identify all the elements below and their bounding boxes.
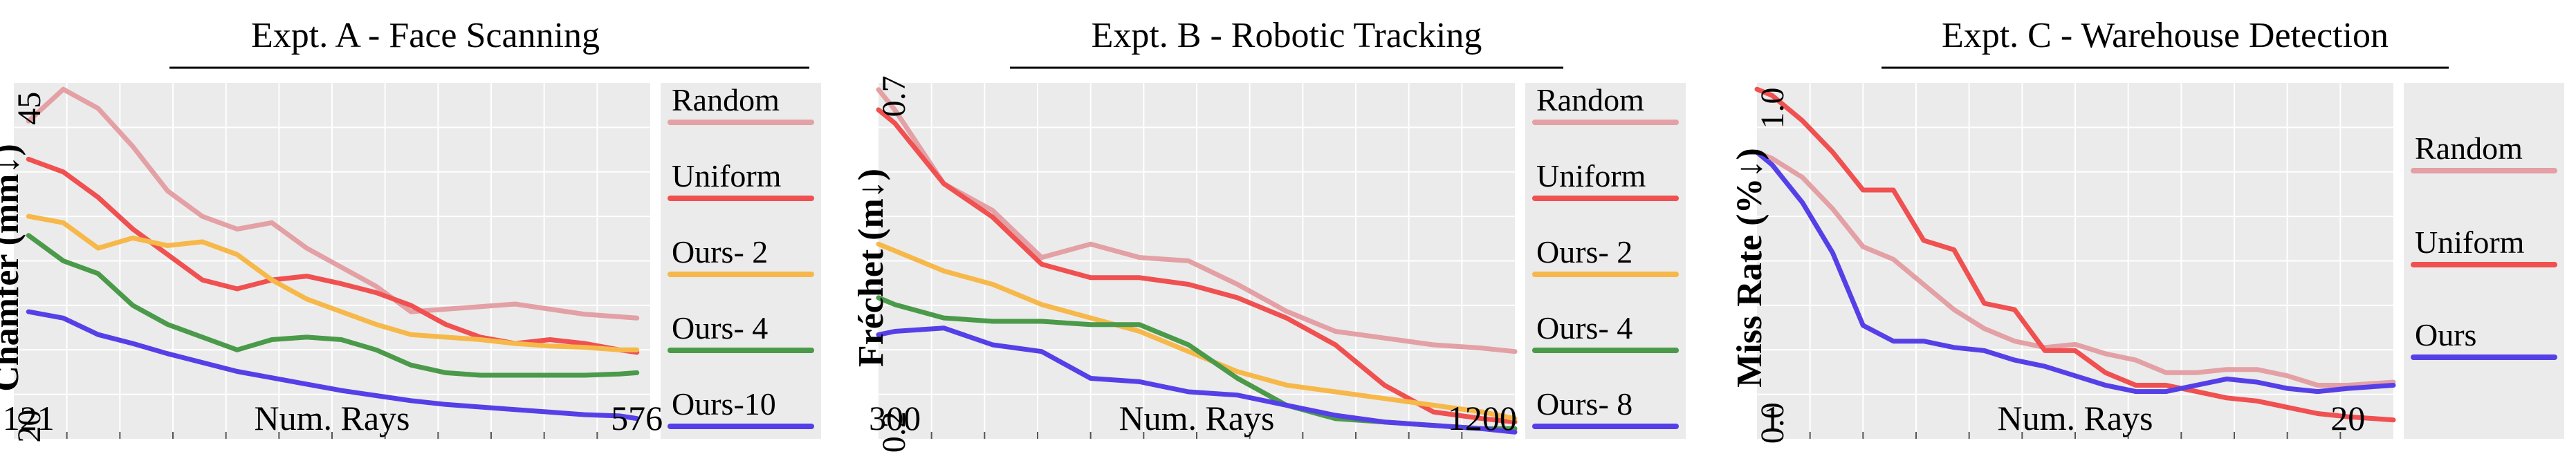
legend: Random Uniform Ours- 2 Ours- 4 Ours- 8 xyxy=(1532,82,1679,429)
legend-box xyxy=(2404,83,2564,439)
x-tick-label: 300 xyxy=(869,399,921,437)
series-line-ours-4 xyxy=(26,233,640,378)
x-tick-label: 1200 xyxy=(1448,399,1517,437)
legend-label: Ours-10 xyxy=(672,386,776,422)
y-tick-label: 0.0 xyxy=(1754,402,1791,444)
y-axis-label: Chamfer (mm↓) xyxy=(0,144,26,392)
series-lines xyxy=(876,87,1518,435)
x-tick-label: 1 xyxy=(1763,399,1781,437)
x-tick-label: 576 xyxy=(611,399,663,437)
x-axis-label: Num. Rays xyxy=(1119,399,1275,437)
series-line-ours xyxy=(1754,149,2396,395)
chart-title: Expt. C - Warehouse Detection xyxy=(1942,16,2389,55)
y-axis-label: Fréchet (m↓) xyxy=(852,169,891,367)
chart-title: Expt. B - Robotic Tracking xyxy=(1092,16,1482,55)
x-axis-label: Num. Rays xyxy=(1998,399,2153,437)
chart-3: Expt. C - Warehouse Detection 1 20 Num. Ray… xyxy=(1730,16,2564,444)
legend-label: Ours- 8 xyxy=(1536,386,1632,422)
y-tick-label: 1.0 xyxy=(1754,87,1791,129)
x-axis-label: Num. Rays xyxy=(255,399,410,437)
legend: Random Uniform Ours xyxy=(2411,131,2557,360)
x-tick-label: 121 xyxy=(3,399,55,437)
legend-label: Uniform xyxy=(2415,225,2525,260)
chart-title: Expt. A - Face Scanning xyxy=(251,16,600,55)
x-tick-label: 20 xyxy=(2330,399,2365,437)
y-tick-label: 0.7 xyxy=(876,75,912,117)
legend-label: Ours- 2 xyxy=(1536,234,1632,269)
chart-2: Expt. B - Robotic Tracking 300 1200 Num. Ra… xyxy=(852,16,1686,453)
legend-label: Random xyxy=(672,82,780,117)
series-line-ours-2 xyxy=(876,241,1518,422)
legend-label: Random xyxy=(1536,82,1644,117)
series-line-ours-2 xyxy=(26,214,640,352)
series-lines xyxy=(26,86,640,422)
legend-label: Ours xyxy=(2415,317,2476,352)
legend: Random Uniform Ours- 2 Ours- 4 Ours-10 xyxy=(668,82,814,429)
series-line-random xyxy=(1754,149,2396,388)
series-line-ours-8 xyxy=(876,325,1518,435)
series-line-ours-10 xyxy=(26,309,640,422)
grid xyxy=(1757,83,2393,439)
legend-box xyxy=(1525,83,1686,439)
series-line-uniform xyxy=(26,156,640,355)
y-axis-label: Miss Rate (%↓) xyxy=(1730,148,1769,388)
legend-label: Ours- 2 xyxy=(672,234,768,269)
legend-label: Uniform xyxy=(672,158,782,193)
y-tick-label: 20 xyxy=(11,410,48,443)
series-line-random xyxy=(26,86,640,321)
legend-label: Ours- 4 xyxy=(672,310,768,346)
series-lines xyxy=(1754,86,2396,423)
legend-label: Ours- 4 xyxy=(1536,310,1632,346)
y-tick-label: 0.2 xyxy=(876,411,912,453)
legend-label: Uniform xyxy=(1536,158,1646,193)
y-tick-label: 45 xyxy=(11,92,48,125)
legend-label: Random xyxy=(2415,131,2523,166)
chart-1: Expt. A - Face Scanning 121 576 Num. Rays 20… xyxy=(0,16,821,443)
legend-box xyxy=(661,83,821,439)
series-line-uniform xyxy=(1754,86,2396,423)
